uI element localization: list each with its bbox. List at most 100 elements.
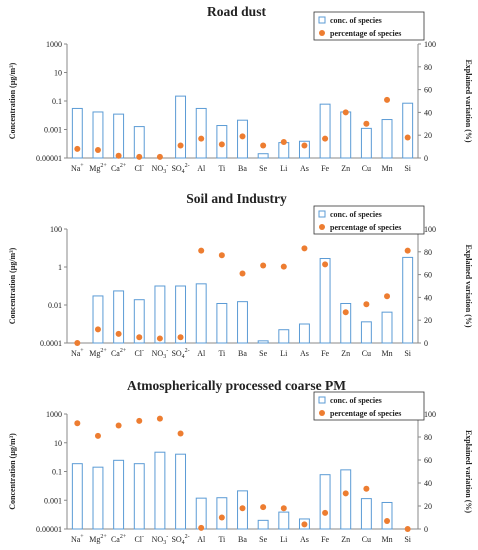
legend-marker-swatch [319, 30, 325, 36]
marker-zn [342, 109, 349, 116]
x-tick-label: Mg2+ [89, 163, 107, 173]
chart-title: Soil and Industry [186, 191, 287, 206]
y-tick-label: 0.1 [52, 468, 62, 477]
marker-si [404, 526, 411, 532]
bar-as [298, 140, 310, 159]
x-tick-label: Al [197, 349, 206, 358]
x-tick-label: SO42- [171, 348, 189, 360]
bar-zn [340, 302, 352, 344]
legend-marker-label: percentage of species [330, 409, 401, 418]
legend-marker-swatch [319, 224, 325, 230]
x-tick-label: Cl- [134, 348, 144, 358]
y2-tick-label: 0 [424, 525, 428, 534]
y2-tick-label: 100 [424, 40, 436, 49]
bar-so [175, 285, 187, 344]
legend: conc. of species percentage of species [313, 11, 425, 41]
x-tick-label: NO3- [152, 534, 169, 546]
marker-se [260, 142, 267, 149]
y2-axis-label: Explained variation (%) [464, 244, 473, 327]
bar-cu [360, 321, 372, 344]
bar-cl [133, 126, 145, 159]
bar-li [278, 329, 290, 344]
x-tick-label: Si [404, 164, 411, 173]
marker-cl [136, 153, 143, 160]
chart-title: Atmospherically processed coarse PM [127, 378, 346, 393]
y2-tick-label: 80 [424, 433, 432, 442]
x-tick-label: As [300, 535, 309, 544]
bar-li [278, 511, 290, 530]
bar-mg [92, 111, 104, 159]
y-tick-label: 0.01 [48, 301, 62, 310]
bar-as [298, 518, 310, 530]
bar-so [175, 453, 187, 530]
bar-mn [381, 501, 393, 530]
bar-al [195, 107, 207, 159]
x-tick-label: Si [404, 349, 411, 358]
x-tick-label: NO3- [152, 163, 169, 175]
bar-al [195, 283, 207, 344]
bar-ca [113, 290, 125, 344]
y-axis-label: Concentration (µg/m³) [8, 433, 17, 510]
x-tick-label: Se [259, 164, 267, 173]
bar-ca [113, 113, 125, 159]
bar-mn [381, 311, 393, 344]
bar-ba [237, 119, 248, 159]
bar-as [298, 323, 310, 344]
marker-na [74, 420, 81, 427]
bar-si [402, 102, 414, 159]
x-tick-label: Fe [321, 349, 329, 358]
y-tick-label: 0.001 [44, 126, 62, 135]
x-tick-label: Na+ [71, 163, 84, 173]
y-tick-label: 0.0001 [40, 339, 62, 348]
y-tick-label: 0.1 [52, 97, 62, 106]
marker-li [280, 263, 287, 270]
x-tick-label: Li [280, 535, 288, 544]
x-tick-label: Al [197, 164, 206, 173]
legend-bar-swatch [318, 210, 326, 218]
x-tick-label: Li [280, 164, 288, 173]
marker-no [156, 153, 163, 160]
y-tick-label: 100 [50, 225, 62, 234]
marker-cl [136, 334, 143, 341]
x-tick-label: Mn [381, 349, 392, 358]
x-tick-label: Mg2+ [89, 534, 107, 544]
bar-se [257, 153, 269, 159]
x-tick-label: Zn [341, 164, 350, 173]
marker-as [301, 245, 308, 252]
bar-zn [340, 469, 352, 530]
marker-cu [363, 485, 370, 492]
x-tick-label: Cu [362, 349, 371, 358]
chart-panel-3: Atmospherically processed coarse PM 0.000… [8, 378, 473, 546]
bar-mn [381, 119, 393, 159]
bar-si [402, 256, 414, 344]
bar-ba [237, 301, 248, 344]
legend-bar-label: conc. of species [330, 396, 382, 405]
legend-bar-swatch [318, 396, 326, 404]
x-tick-label: Cl- [134, 534, 144, 544]
marker-ti [218, 252, 225, 259]
x-tick-label: As [300, 164, 309, 173]
x-tick-label: Cl- [134, 163, 144, 173]
legend: conc. of species percentage of species [313, 391, 425, 421]
y2-axis-label: Explained variation (%) [464, 430, 473, 513]
chart-panel-2: Soil and Industry 0.0001 0.01 1 100 0 20 40 60 80… [8, 191, 473, 360]
bar-ca [113, 459, 125, 530]
marker-as [301, 142, 308, 149]
x-tick-label: Ba [238, 349, 247, 358]
bar-fe [319, 258, 331, 344]
x-tick-label: Mg2+ [89, 348, 107, 358]
x-tick-label: Fe [321, 164, 329, 173]
y2-tick-label: 80 [424, 248, 432, 257]
marker-se [260, 504, 267, 511]
y2-tick-label: 40 [424, 293, 432, 302]
legend-box [313, 11, 425, 41]
y-tick-label: 0.001 [44, 496, 62, 505]
y-axis-label: Concentration (µg/m³) [8, 62, 17, 139]
y2-tick-label: 100 [424, 410, 436, 419]
marker-mn [384, 517, 391, 524]
legend-marker-label: percentage of species [330, 223, 401, 232]
y2-tick-label: 0 [424, 154, 428, 163]
y2-tick-label: 20 [424, 502, 432, 511]
marker-si [404, 134, 411, 141]
marker-zn [342, 309, 349, 316]
